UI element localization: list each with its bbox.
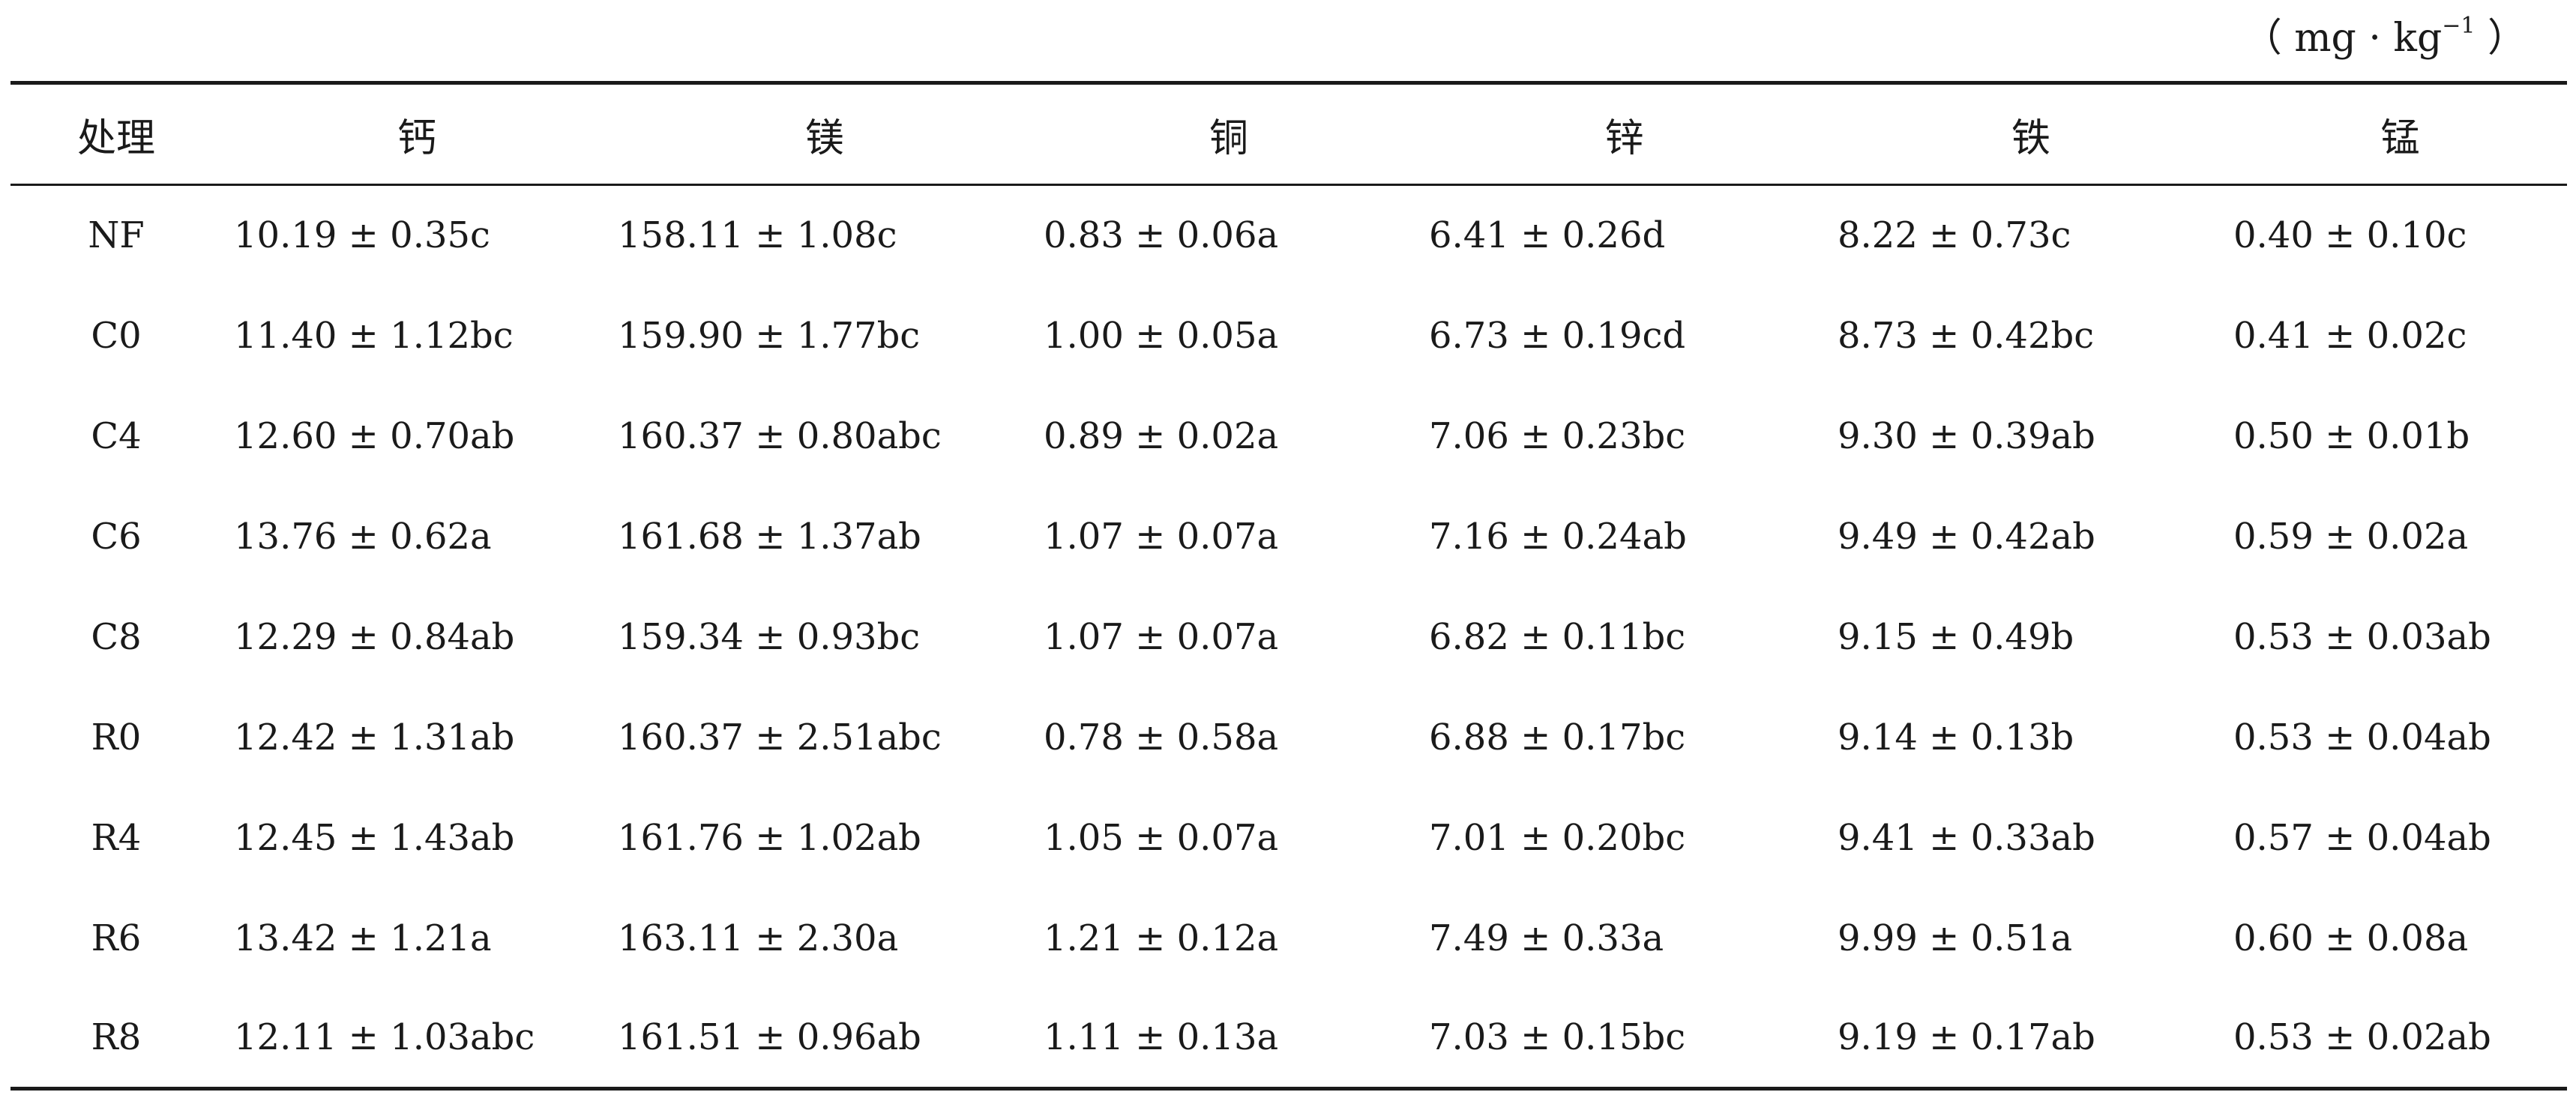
copper-cell: 1.05 ± 0.07a [1044,816,1279,859]
manganese-cell: 0.50 ± 0.01b [2233,414,2470,457]
magnesium-cell: 161.76 ± 1.02ab [618,816,921,859]
calcium-cell: 10.19 ± 0.35c [234,214,490,257]
manganese-cell: 0.41 ± 0.02c [2233,314,2467,357]
magnesium-cell: 158.11 ± 1.08c [618,214,897,257]
calcium-cell: 12.45 ± 1.43ab [234,816,515,859]
iron-cell: 9.49 ± 0.42ab [1838,515,2095,558]
iron-cell: 8.73 ± 0.42bc [1838,314,2095,357]
unit-label: （ mg · kg−1 ） [2243,12,2527,64]
copper-cell: 1.11 ± 0.13a [1038,988,1420,1091]
manganese-cell: 0.57 ± 0.04ab [2233,816,2491,859]
table-row: R0 12.42 ± 1.31ab 160.37 ± 2.51abc 0.78 ± 0… [10,687,2567,788]
magnesium-cell: 161.68 ± 1.37ab [618,515,921,558]
table-row: C6 13.76 ± 0.62a 161.68 ± 1.37ab 1.07 ± 0.0… [10,486,2567,587]
treatment-cell: C6 [91,515,142,558]
zinc-cell: 6.82 ± 0.11bc [1429,615,1686,658]
zinc-cell: 7.49 ± 0.33a [1429,917,1664,959]
magnesium-cell: 163.11 ± 2.30a [618,917,899,959]
iron-cell: 9.99 ± 0.51a [1838,917,2073,959]
iron-cell: 9.15 ± 0.49b [1838,615,2074,658]
table-row: NF 10.19 ± 0.35c 158.11 ± 1.08c 0.83 ± 0.06… [10,185,2567,286]
unit-close: ） [2475,16,2527,61]
header-manganese: 锰 [2233,81,2567,186]
calcium-cell: 11.40 ± 1.12bc [234,314,514,357]
table-row: R8 12.11 ± 1.03abc 161.51 ± 0.96ab 1.11 ± 0… [10,988,2567,1091]
manganese-cell: 0.40 ± 0.10c [2233,214,2467,257]
data-table: 处理 钙 镁 铜 锌 铁 锰 NF 10.19 ± 0.35c 158.11 ± 1… [10,81,2567,1091]
unit-open: （ mg · kg [2242,16,2443,61]
zinc-cell: 7.16 ± 0.24ab [1429,515,1687,558]
header-calcium: 钙 [222,81,612,186]
magnesium-cell: 160.37 ± 2.51abc [618,716,942,758]
unit-exponent: −1 [2442,13,2476,39]
header-zinc: 锌 [1420,81,1829,186]
copper-cell: 0.83 ± 0.06a [1044,214,1279,257]
header-treatment: 处理 [10,81,222,186]
manganese-cell: 0.59 ± 0.02a [2233,515,2469,558]
manganese-cell: 0.53 ± 0.03ab [2233,615,2491,658]
treatment-cell: C8 [91,615,142,658]
data-table-container: 处理 钙 镁 铜 锌 铁 锰 NF 10.19 ± 0.35c 158.11 ± 1… [10,81,2567,1091]
treatment-cell: C4 [91,414,142,457]
copper-cell: 1.07 ± 0.07a [1044,515,1279,558]
iron-cell: 9.19 ± 0.17ab [1829,988,2233,1091]
calcium-cell: 12.42 ± 1.31ab [234,716,515,758]
zinc-cell: 7.06 ± 0.23bc [1429,414,1686,457]
header-copper: 铜 [1038,81,1420,186]
table-row: C0 11.40 ± 1.12bc 159.90 ± 1.77bc 1.00 ± 0.… [10,286,2567,386]
copper-cell: 1.00 ± 0.05a [1044,314,1279,357]
iron-cell: 8.22 ± 0.73c [1838,214,2071,257]
zinc-cell: 7.01 ± 0.20bc [1429,816,1686,859]
zinc-cell: 6.88 ± 0.17bc [1429,716,1686,758]
magnesium-cell: 161.51 ± 0.96ab [612,988,1038,1091]
iron-cell: 9.41 ± 0.33ab [1838,816,2095,859]
magnesium-cell: 159.34 ± 0.93bc [618,615,921,658]
calcium-cell: 12.29 ± 0.84ab [234,615,515,658]
treatment-cell: R8 [10,988,222,1091]
treatment-cell: R0 [91,716,142,758]
zinc-cell: 6.73 ± 0.19cd [1429,314,1686,357]
magnesium-cell: 160.37 ± 0.80abc [618,414,942,457]
header-magnesium: 镁 [612,81,1038,186]
table-row: C8 12.29 ± 0.84ab 159.34 ± 0.93bc 1.07 ± 0.… [10,587,2567,687]
magnesium-cell: 159.90 ± 1.77bc [618,314,921,357]
calcium-cell: 12.11 ± 1.03abc [222,988,612,1091]
calcium-cell: 13.76 ± 0.62a [234,515,492,558]
treatment-cell: R4 [91,816,142,859]
manganese-cell: 0.53 ± 0.04ab [2233,716,2491,758]
treatment-cell: C0 [91,314,142,357]
zinc-cell: 6.41 ± 0.26d [1429,214,1666,257]
treatment-cell: R6 [91,917,142,959]
copper-cell: 1.21 ± 0.12a [1044,917,1279,959]
table-row: R6 13.42 ± 1.21a 163.11 ± 2.30a 1.21 ± 0.12… [10,888,2567,989]
header-iron: 铁 [1829,81,2233,186]
table-row: R4 12.45 ± 1.43ab 161.76 ± 1.02ab 1.05 ± 0.… [10,788,2567,888]
copper-cell: 0.89 ± 0.02a [1044,414,1279,457]
manganese-cell: 0.53 ± 0.02ab [2233,988,2567,1091]
zinc-cell: 7.03 ± 0.15bc [1420,988,1829,1091]
manganese-cell: 0.60 ± 0.08a [2233,917,2469,959]
copper-cell: 0.78 ± 0.58a [1044,716,1279,758]
treatment-cell: NF [88,214,145,257]
table-row: C4 12.60 ± 0.70ab 160.37 ± 0.80abc 0.89 ± 0… [10,386,2567,486]
calcium-cell: 12.60 ± 0.70ab [234,414,515,457]
table-body: NF 10.19 ± 0.35c 158.11 ± 1.08c 0.83 ± 0.06… [10,185,2567,1091]
calcium-cell: 13.42 ± 1.21a [234,917,492,959]
iron-cell: 9.30 ± 0.39ab [1838,414,2095,457]
iron-cell: 9.14 ± 0.13b [1838,716,2074,758]
table-header-row: 处理 钙 镁 铜 锌 铁 锰 [10,81,2567,186]
copper-cell: 1.07 ± 0.07a [1044,615,1279,658]
